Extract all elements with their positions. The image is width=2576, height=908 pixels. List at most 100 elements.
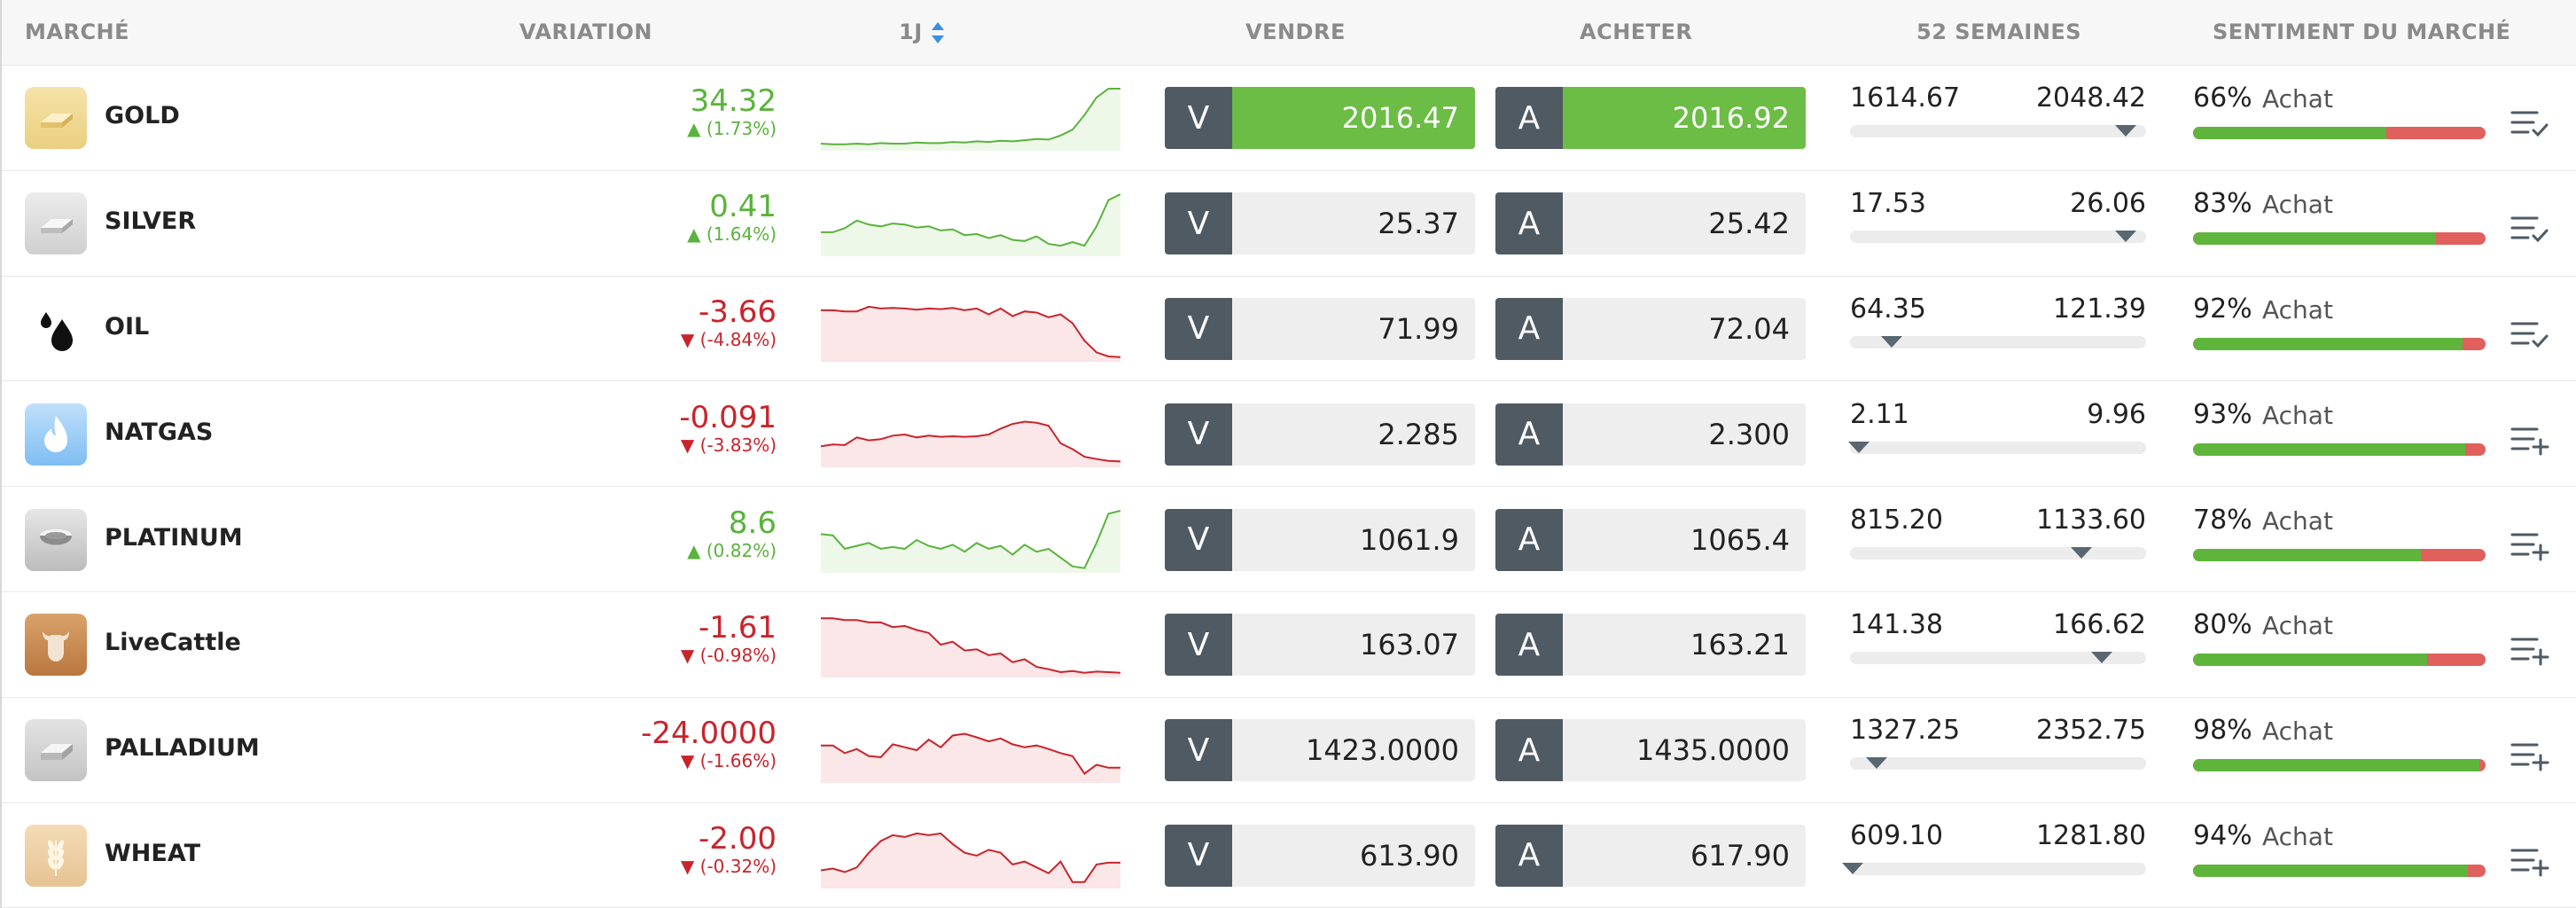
column-market[interactable]: MARCHÉ xyxy=(25,20,130,44)
change-amount: -3.66 xyxy=(699,294,777,330)
range-low: 1327.25 xyxy=(1850,715,1961,747)
table-row[interactable]: NATGAS -0.091 ▼ (-3.83%) V 2.285 A 2.300… xyxy=(2,381,2576,488)
range-track xyxy=(1850,757,2146,771)
range-low: 141.38 xyxy=(1850,609,1943,641)
market-name[interactable]: GOLD xyxy=(105,102,180,130)
change-value: -24.0000 ▼ (-1.66%) xyxy=(641,716,777,771)
change-value: 34.32 ▲ (1.73%) xyxy=(687,84,777,139)
change-percent-text: (-1.66%) xyxy=(699,750,777,772)
buy-button[interactable]: A 617.90 xyxy=(1495,824,1806,887)
sell-button[interactable]: V 71.99 xyxy=(1165,297,1475,360)
change-percent-text: (1.73%) xyxy=(706,118,777,140)
sparkline-area xyxy=(821,618,1120,678)
sparkline-chart xyxy=(821,305,1120,362)
sentiment-percent: 78% xyxy=(2193,504,2252,536)
sell-button[interactable]: V 2016.47 xyxy=(1165,87,1475,150)
change-percent: ▲ (1.73%) xyxy=(687,118,777,140)
market-sentiment: 78% Achat xyxy=(2193,505,2486,567)
wheat-icon xyxy=(25,824,87,887)
change-percent: ▼ (-1.66%) xyxy=(680,750,777,772)
change-percent-text: (0.82%) xyxy=(706,539,777,561)
range-marker xyxy=(2090,652,2112,664)
buy-price: 617.90 xyxy=(1563,824,1806,887)
sell-button[interactable]: V 1423.0000 xyxy=(1165,719,1475,782)
sparkline-chart xyxy=(821,420,1120,467)
column-52-weeks[interactable]: 52 SEMAINES xyxy=(1916,20,2082,44)
buy-price: 72.04 xyxy=(1563,297,1806,360)
sparkline-line xyxy=(821,88,1120,146)
watchlist-check-icon[interactable] xyxy=(2510,107,2549,139)
watchlist-add-icon[interactable] xyxy=(2510,424,2549,456)
range-track xyxy=(1850,125,2146,138)
sell-button[interactable]: V 1061.9 xyxy=(1165,508,1475,571)
buy-price: 163.21 xyxy=(1563,614,1806,677)
market-name[interactable]: SILVER xyxy=(105,207,197,236)
sparkline-line xyxy=(821,420,1120,463)
buy-key: A xyxy=(1495,192,1563,255)
palladium-bar-icon xyxy=(25,719,87,782)
watchlist-add-icon[interactable] xyxy=(2510,740,2549,771)
sentiment-percent: 66% xyxy=(2193,82,2252,114)
range-high: 2048.42 xyxy=(2035,82,2146,114)
table-header: MARCHÉ VARIATION 1J VENDRE ACHETER 52 SE… xyxy=(2,0,2576,66)
table-row[interactable]: GOLD 34.32 ▲ (1.73%) V 2016.47 A 2016.92… xyxy=(2,66,2576,171)
market-name[interactable]: LiveCattle xyxy=(105,629,241,657)
buy-button[interactable]: A 1065.4 xyxy=(1495,508,1806,571)
range-track xyxy=(1850,862,2146,875)
table-row[interactable]: PALLADIUM -24.0000 ▼ (-1.66%) V 1423.000… xyxy=(2,698,2576,803)
change-amount: 0.41 xyxy=(709,189,777,225)
change-percent-text: (1.64%) xyxy=(706,223,777,246)
range-low: 1614.67 xyxy=(1850,82,1961,114)
change-percent: ▲ (1.64%) xyxy=(687,223,777,246)
sell-key: V xyxy=(1165,719,1232,782)
column-variation[interactable]: VARIATION xyxy=(519,20,652,44)
table-row[interactable]: SILVER 0.41 ▲ (1.64%) V 25.37 A 25.42 17… xyxy=(2,171,2576,277)
sparkline-line xyxy=(821,732,1120,775)
change-percent-text: (-3.83%) xyxy=(699,434,777,456)
watchlist-check-icon[interactable] xyxy=(2510,318,2549,350)
sparkline-area xyxy=(821,194,1120,257)
column-period[interactable]: 1J xyxy=(899,20,946,45)
range-52-weeks: 815.20 1133.60 xyxy=(1850,505,2146,567)
table-row[interactable]: LiveCattle -1.61 ▼ (-0.98%) V 163.07 A 1… xyxy=(2,592,2576,698)
sell-button[interactable]: V 25.37 xyxy=(1165,192,1475,255)
market-name[interactable]: PLATINUM xyxy=(105,523,243,552)
sort-icon[interactable] xyxy=(930,20,946,45)
watchlist-add-icon[interactable] xyxy=(2510,529,2549,561)
sell-price: 25.37 xyxy=(1232,192,1475,255)
sparkline-line xyxy=(821,617,1120,675)
buy-button[interactable]: A 1435.0000 xyxy=(1495,719,1806,782)
buy-button[interactable]: A 163.21 xyxy=(1495,614,1806,677)
sentiment-bar xyxy=(2193,232,2486,246)
range-52-weeks: 17.53 26.06 xyxy=(1850,188,2146,250)
market-name[interactable]: WHEAT xyxy=(105,839,201,867)
column-sentiment[interactable]: SENTIMENT DU MARCHÉ xyxy=(2213,20,2511,44)
market-name[interactable]: PALLADIUM xyxy=(105,734,260,763)
buy-button[interactable]: A 25.42 xyxy=(1495,192,1806,255)
buy-price: 1065.4 xyxy=(1563,508,1806,571)
table-row[interactable]: PLATINUM 8.6 ▲ (0.82%) V 1061.9 A 1065.4… xyxy=(2,487,2576,592)
table-row[interactable]: WHEAT -2.00 ▼ (-0.32%) V 613.90 A 617.90… xyxy=(2,803,2576,908)
range-52-weeks: 2.11 9.96 xyxy=(1848,399,2146,461)
buy-button[interactable]: A 2.300 xyxy=(1495,403,1806,466)
buy-key: A xyxy=(1495,508,1563,571)
range-track xyxy=(1850,335,2146,348)
watchlist-add-icon[interactable] xyxy=(2510,634,2549,666)
range-low: 815.20 xyxy=(1850,504,1943,536)
buy-price: 25.42 xyxy=(1563,192,1806,255)
watchlist-add-icon[interactable] xyxy=(2510,845,2549,877)
buy-button[interactable]: A 2016.92 xyxy=(1495,87,1806,150)
market-sentiment: 94% Achat xyxy=(2193,820,2486,882)
gold-bar-icon xyxy=(25,87,87,150)
sell-button[interactable]: V 163.07 xyxy=(1165,614,1475,677)
buy-key: A xyxy=(1495,824,1563,887)
market-name[interactable]: NATGAS xyxy=(105,418,214,446)
change-percent-text: (-0.32%) xyxy=(699,855,777,877)
sell-button[interactable]: V 2.285 xyxy=(1165,403,1475,466)
watchlist-check-icon[interactable] xyxy=(2510,213,2549,245)
market-name[interactable]: OIL xyxy=(105,312,150,340)
table-row[interactable]: OIL -3.66 ▼ (-4.84%) V 71.99 A 72.04 64.… xyxy=(2,277,2576,382)
sentiment-bar xyxy=(2193,442,2486,456)
sell-button[interactable]: V 613.90 xyxy=(1165,824,1475,887)
buy-button[interactable]: A 72.04 xyxy=(1495,297,1806,360)
